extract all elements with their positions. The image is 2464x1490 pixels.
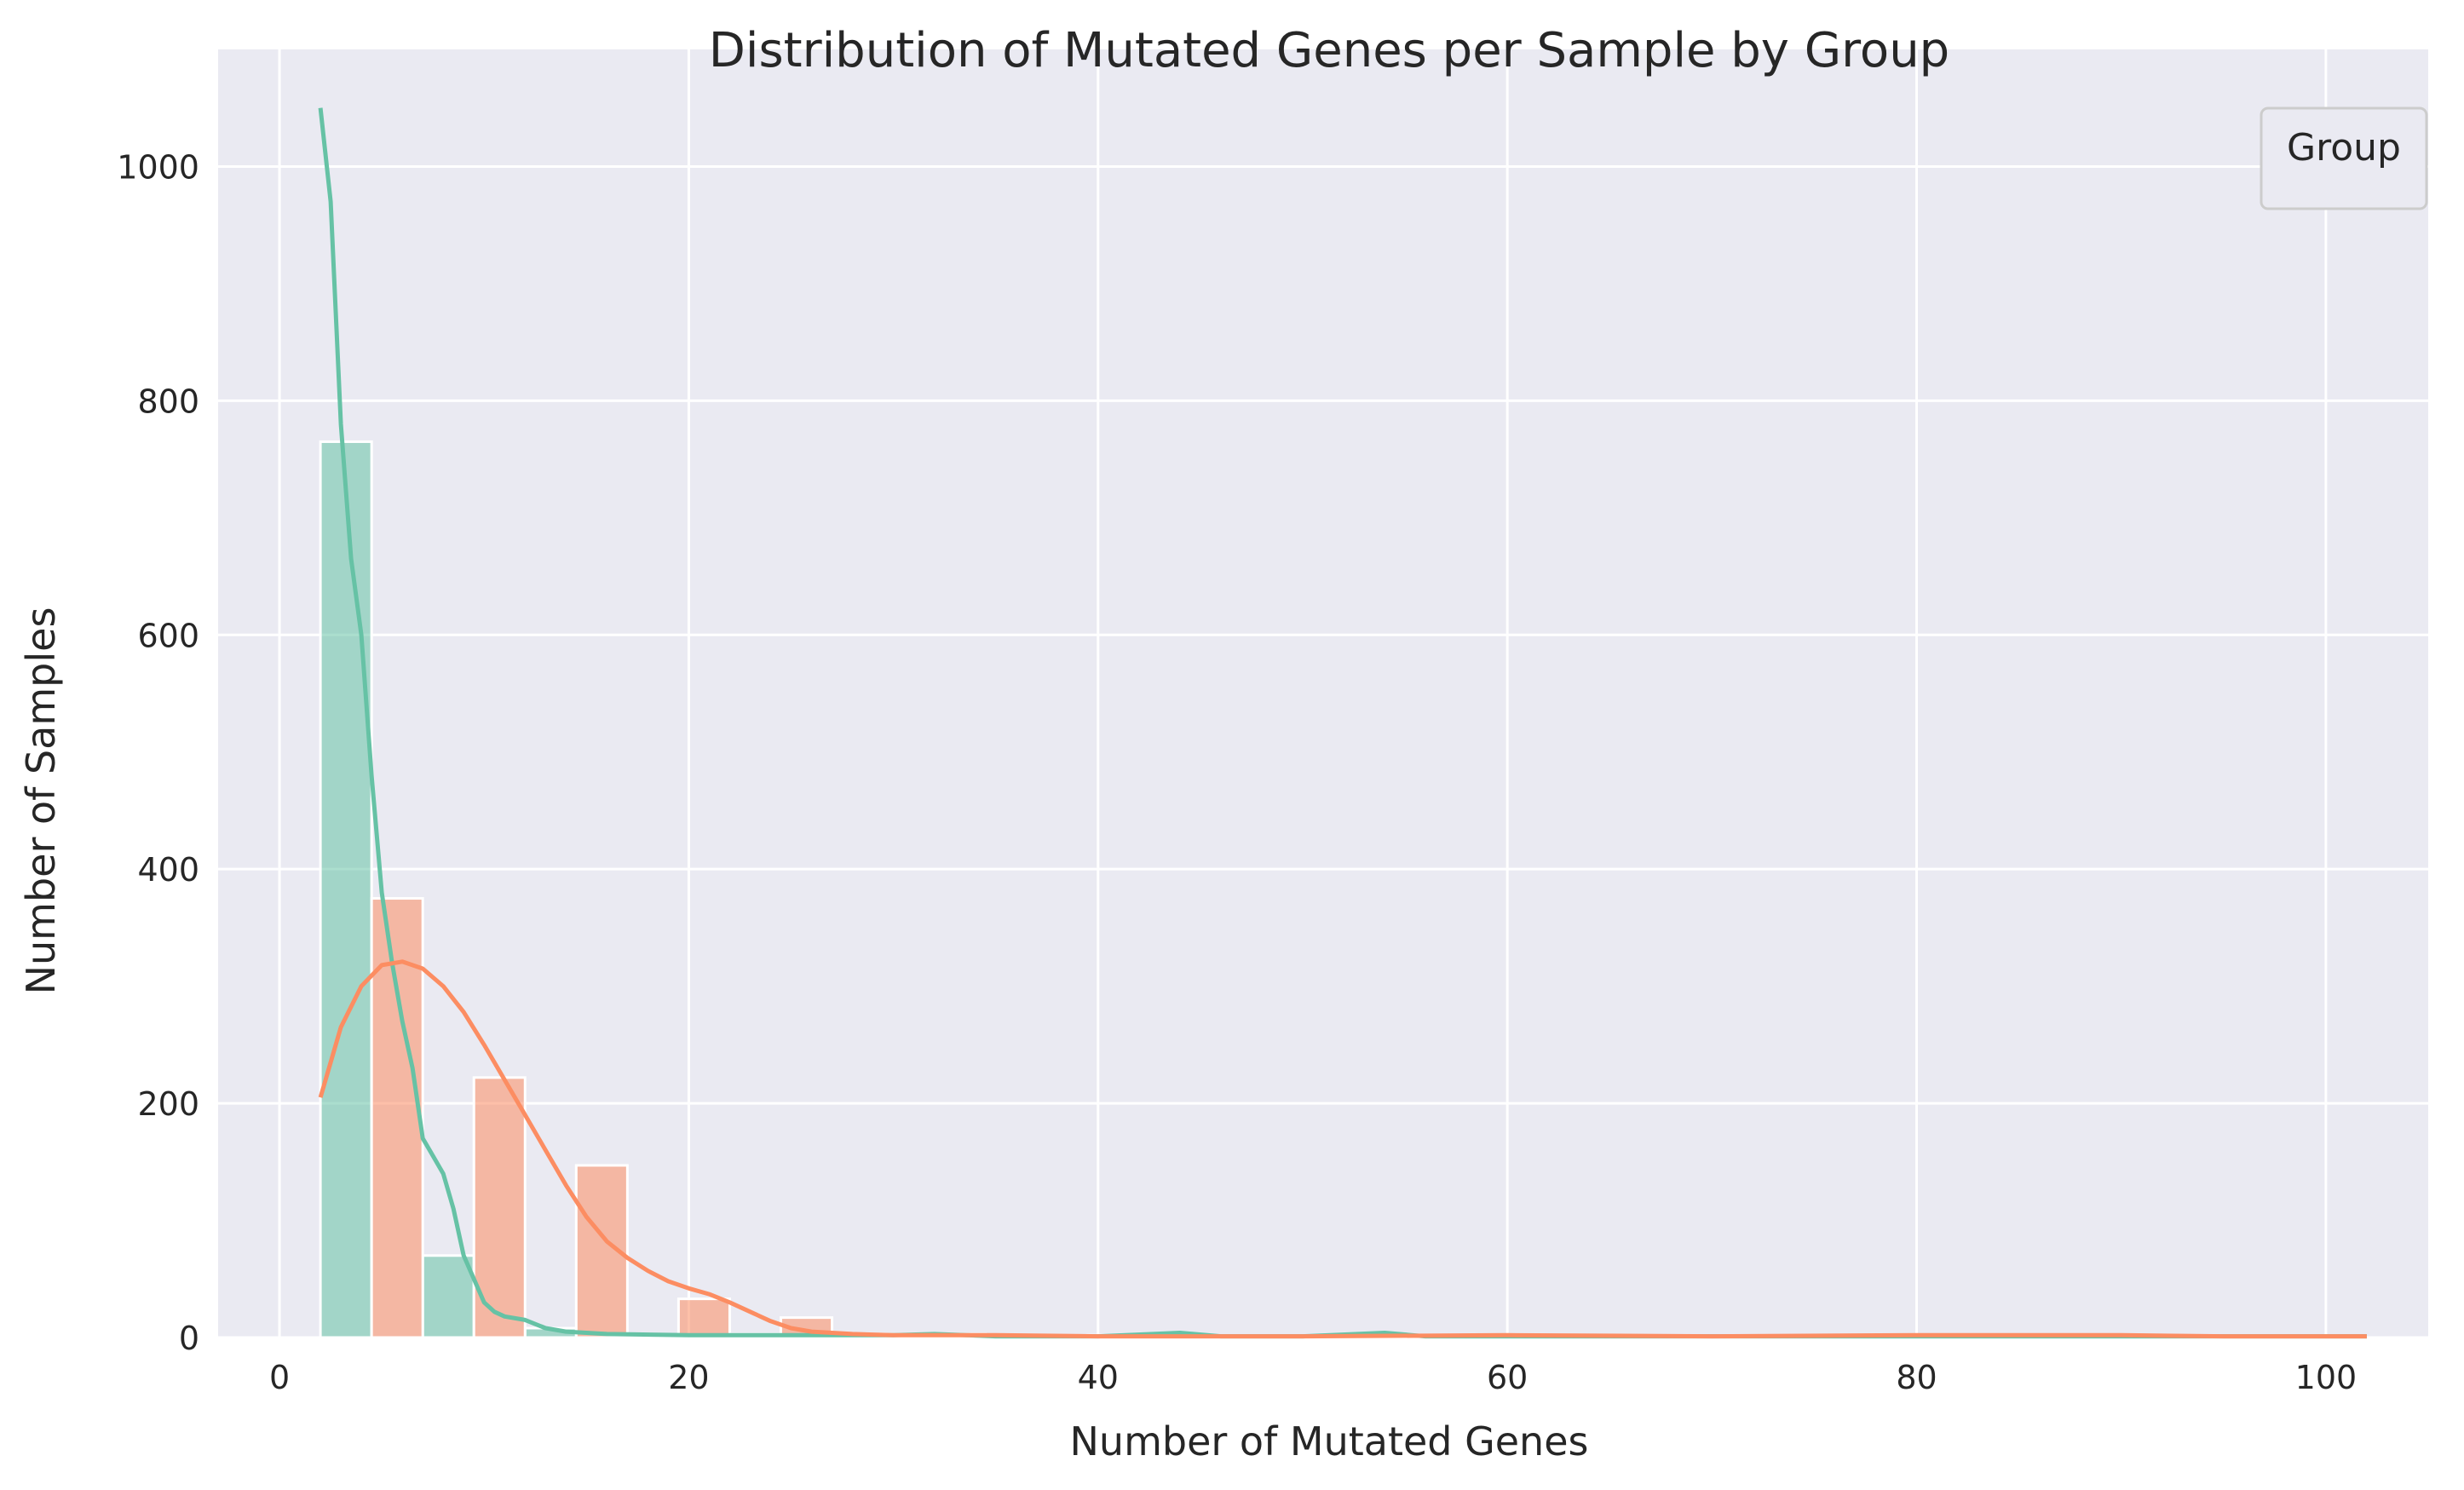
y-tick-label: 400 <box>137 851 199 889</box>
x-tick-label: 80 <box>1896 1359 1937 1396</box>
y-tick-label: 800 <box>137 383 199 420</box>
x-tick-label: 100 <box>2295 1359 2357 1396</box>
x-axis-ticks: 0 20 40 60 80 100 <box>269 1359 2357 1396</box>
histogram-bar-series-2 <box>676 1297 731 1339</box>
legend: Group <box>2260 106 2428 210</box>
x-axis-label: Number of Mutated Genes <box>1070 1418 1589 1464</box>
y-tick-label: 200 <box>137 1085 199 1123</box>
histogram-bar-series-2 <box>370 897 424 1339</box>
kde-curves <box>318 107 2367 1339</box>
x-tick-label: 0 <box>269 1359 290 1396</box>
y-axis-label: Number of Samples <box>18 607 64 995</box>
legend-title: Group <box>2287 126 2401 170</box>
histogram-bar-series-1 <box>421 1254 475 1339</box>
x-tick-label: 40 <box>1078 1359 1119 1396</box>
y-tick-label: 1000 <box>117 148 199 186</box>
y-tick-label: 600 <box>137 617 199 654</box>
y-tick-label: 0 <box>179 1320 199 1357</box>
y-axis-ticks: 0 200 400 600 800 1000 <box>117 148 199 1357</box>
x-tick-label: 60 <box>1487 1359 1528 1396</box>
plot-area <box>218 49 2428 1338</box>
chart-title: Distribution of Mutated Genes per Sample… <box>709 23 1949 78</box>
x-tick-label: 20 <box>668 1359 709 1396</box>
histogram-bar-series-1 <box>319 440 373 1339</box>
histogram-bars <box>319 440 2164 1339</box>
kde-line-series-2 <box>318 959 2367 1339</box>
